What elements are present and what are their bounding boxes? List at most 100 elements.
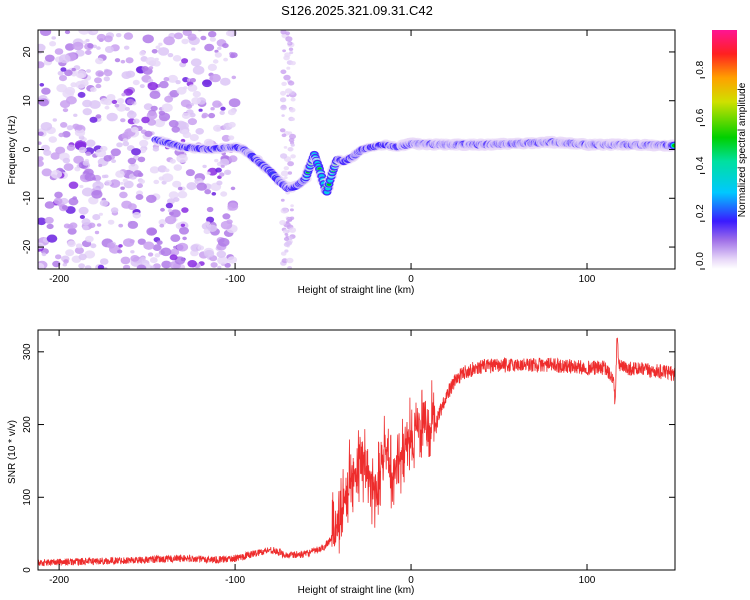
noise-column-blob [286,66,291,70]
noise-column-blob [285,36,293,42]
spectrogram-y-tick-label: 20 [22,46,33,58]
noise-blob [64,30,71,35]
noise-blob [181,58,189,64]
noise-column-blob [286,257,294,264]
noise-blob [206,171,211,175]
noise-blob [75,243,83,249]
noise-blob [220,77,231,86]
noise-blob [67,227,77,235]
noise-blob [121,92,126,97]
noise-blob [54,191,63,199]
noise-blob [104,174,109,179]
noise-blob [146,194,157,203]
noise-blob [223,57,229,62]
spectrogram-x-tick-label: -100 [225,274,245,285]
noise-blob [133,170,143,177]
noise-blob [209,76,214,81]
noise-column-blob [290,61,296,66]
noise-blob [167,53,174,58]
noise-blob [62,108,69,113]
noise-blob [95,70,104,77]
noise-blob [212,100,222,108]
noise-blob [180,223,186,227]
snr-x-label: Height of straight line (km) [298,585,415,596]
colorbar-gradient [712,30,737,269]
chart-title: S126.2025.321.09.31.C42 [281,3,433,18]
noise-blob [95,180,101,184]
noise-column-blob [283,166,289,171]
noise-blob [114,58,121,63]
noise-column-blob [280,170,289,177]
noise-blob [123,180,134,189]
spectrogram-y-label: Frequency (Hz) [7,116,18,185]
noise-blob [118,244,123,248]
noise-column-blob [288,227,297,233]
noise-blob [107,219,115,225]
noise-blob [123,32,134,40]
noise-column-blob [280,30,287,35]
noise-blob [124,106,130,111]
noise-blob [52,118,57,122]
noise-blob [127,220,139,229]
noise-blob [181,112,191,119]
snr-x-tick-label: -100 [225,575,245,586]
spectrogram-x-label: Height of straight line (km) [298,285,415,296]
noise-column-blob [280,198,285,202]
snr-frame [37,329,676,571]
noise-blob [52,260,61,268]
noise-blob [144,130,153,137]
noise-blob [187,260,197,268]
noise-blob [123,88,133,96]
noise-blob [63,259,69,264]
noise-blob [219,110,225,115]
noise-blob [94,230,100,235]
noise-column-blob [289,133,296,140]
noise-blob [176,242,189,252]
noise-blob [159,223,165,228]
noise-blob [146,111,158,120]
noise-blob [79,184,84,189]
noise-blob [95,83,102,89]
noise-blob [175,80,181,85]
noise-blob [156,240,163,246]
noise-blob [217,265,222,269]
noise-blob [38,156,44,162]
noise-column-blob [287,41,291,45]
noise-blob [54,48,64,55]
noise-blob [228,98,241,108]
noise-blob [165,202,173,209]
noise-blob [122,178,128,183]
noise-blob [143,241,155,250]
noise-column-blob [284,233,289,236]
noise-blob [43,149,52,156]
noise-blob [50,152,61,160]
noise-blob [151,49,158,54]
noise-blob [219,172,225,177]
noise-column-blob [280,105,287,111]
noise-blob [149,90,161,100]
noise-blob [40,122,53,131]
snr-y-tick-label: 100 [22,488,33,505]
noise-blob [44,216,54,224]
noise-blob [168,211,174,216]
noise-blob [208,112,216,119]
noise-blob [210,262,218,268]
noise-blob [181,38,189,45]
noise-blob [92,44,98,49]
noise-blob [55,254,62,260]
noise-blob [132,79,140,86]
noise-blob [147,82,159,91]
noise-column-blob [285,88,293,94]
noise-blob [78,206,89,215]
noise-blob [164,95,174,103]
spectrogram-heatmap [38,30,675,269]
noise-blob [192,65,205,75]
noise-blob [204,189,212,195]
noise-blob [65,43,75,51]
noise-blob [220,164,225,168]
noise-blob [216,126,221,131]
noise-blob [84,265,92,269]
noise-blob [70,82,77,88]
